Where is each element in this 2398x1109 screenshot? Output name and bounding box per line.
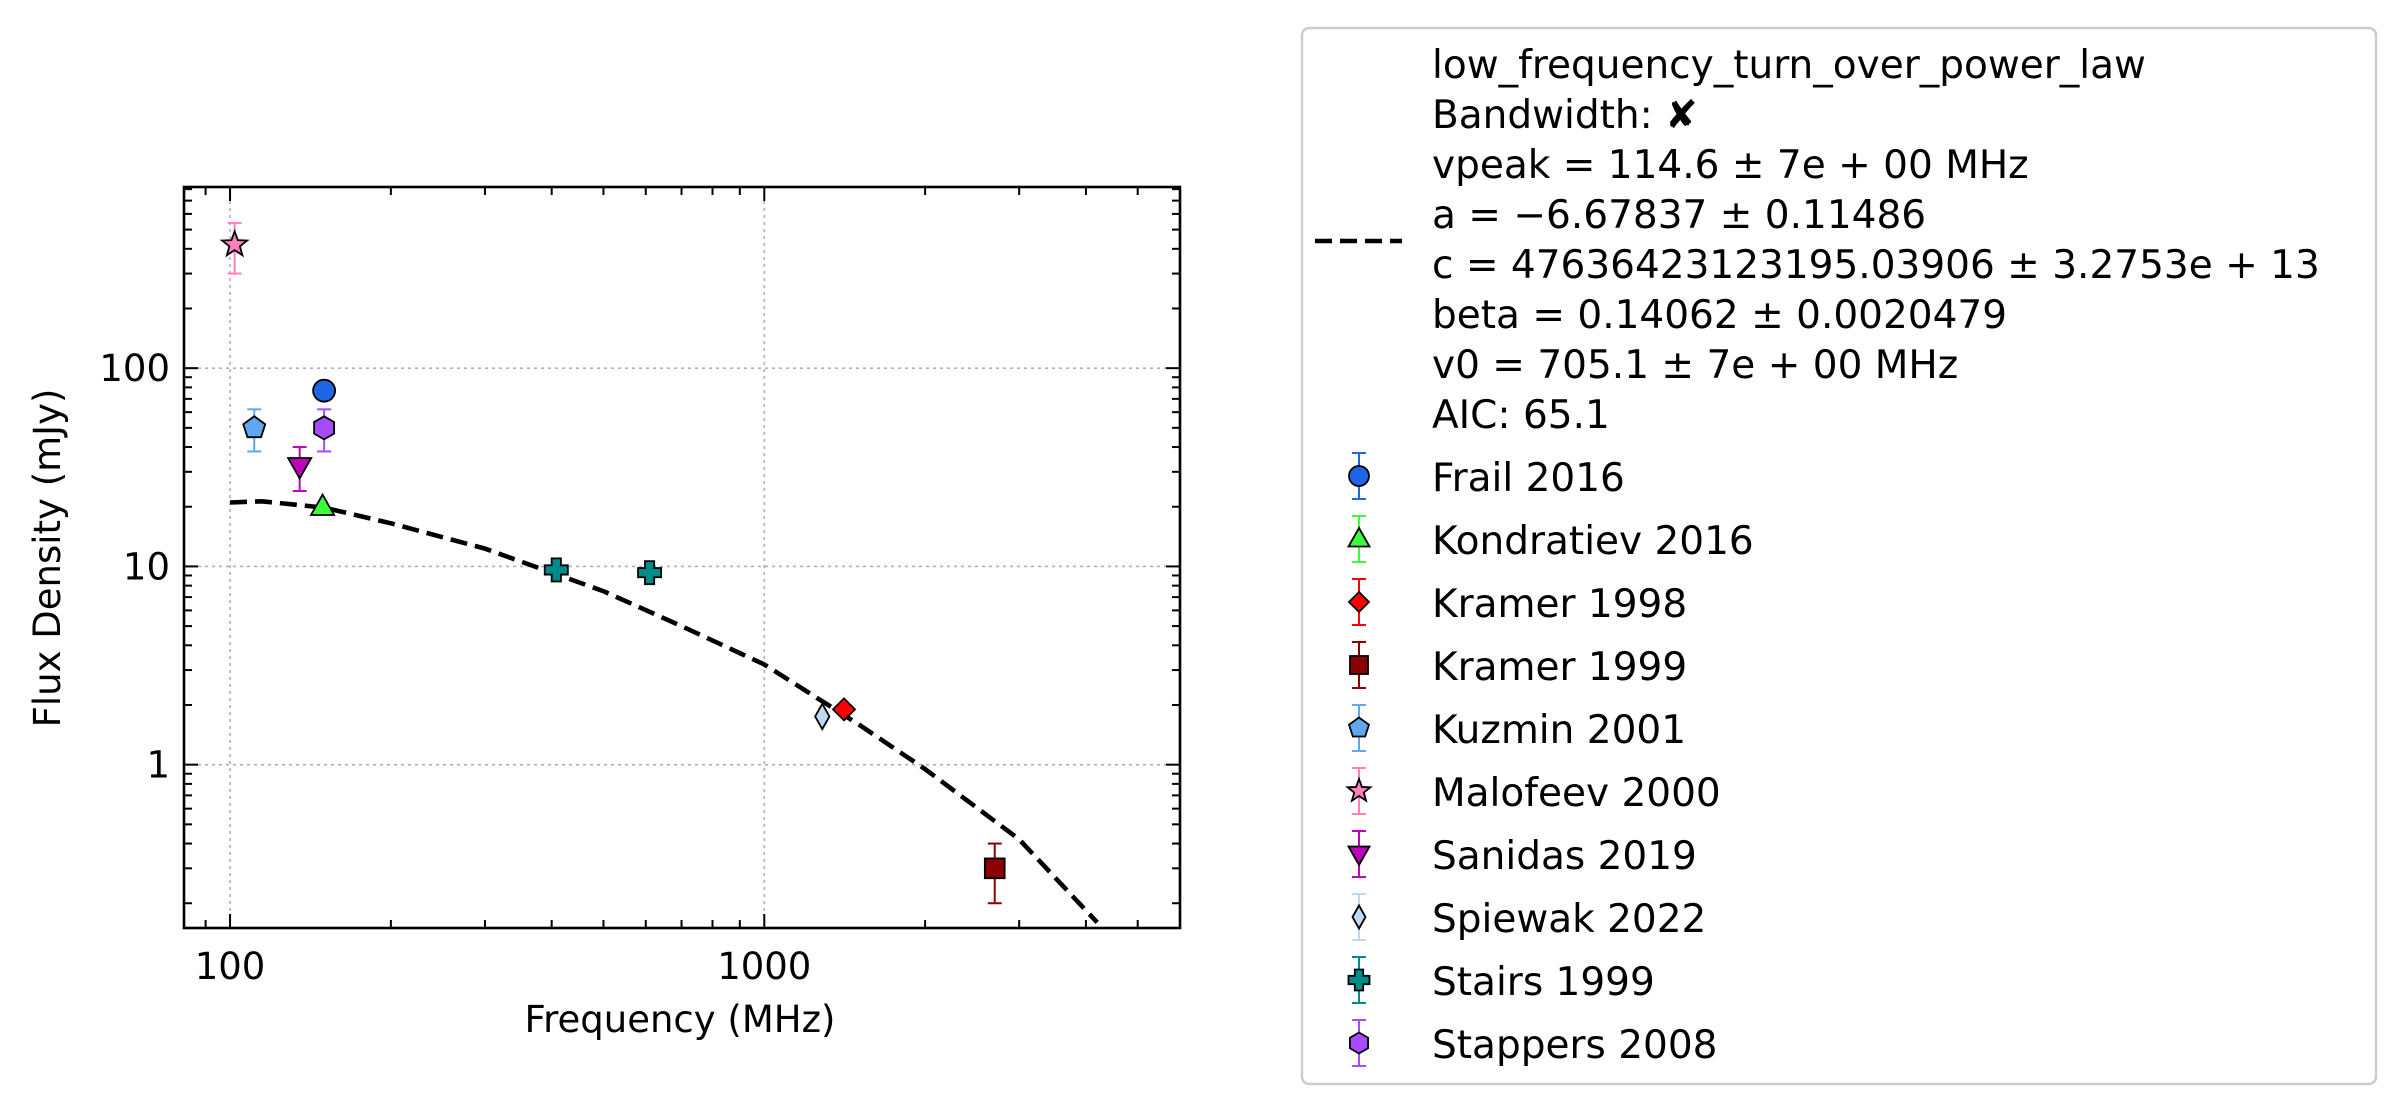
legend-entry-label: Kuzmin 2001: [1432, 708, 1686, 753]
legend-entry-label: Kondratiev 2016: [1432, 519, 1754, 564]
data-point: [313, 415, 336, 441]
legend-fit-line: c = 47636423123195.03906 ± 3.2753e + 13: [1432, 243, 2320, 288]
data-point: [242, 415, 267, 439]
data-point: [983, 857, 1006, 880]
data-point: [219, 228, 250, 258]
legend-entry-label: Kramer 1998: [1432, 582, 1687, 627]
fit-line: [229, 498, 1099, 924]
legend-entry-label: Stappers 2008: [1432, 1023, 1717, 1068]
legend-marker: [1351, 903, 1367, 931]
legend-entry-label: Kramer 1999: [1432, 645, 1687, 690]
data-point: [831, 697, 857, 722]
data-point: [312, 378, 337, 403]
plot-area: [184, 187, 1180, 928]
legend-fit-line: vpeak = 114.6 ± 7e + 00 MHz: [1432, 143, 2029, 188]
legend: low_frequency_turn_over_power_law Bandwid…: [1300, 26, 2378, 1086]
x-axis-label: Frequency (MHz): [525, 998, 836, 1041]
data-point: [543, 557, 569, 583]
axes: 100 1000 1 10 100: [99, 185, 1182, 988]
legend-fit-line: v0 = 705.1 ± 7e + 00 MHz: [1432, 343, 1958, 388]
legend-marker: [1347, 590, 1371, 614]
legend-entry-label: Spiewak 2022: [1432, 897, 1706, 942]
legend-marker: [1346, 526, 1372, 548]
data-point: [814, 702, 831, 731]
y-axis-label: Flux Density (mJy): [26, 389, 69, 728]
legend-box: [1300, 26, 2378, 1086]
legend-fit-line: Bandwidth: ✘: [1432, 93, 1698, 138]
legend-marker: [1349, 1031, 1369, 1055]
legend-fit-model-name: low_frequency_turn_over_power_law: [1432, 43, 2146, 88]
legend-entry-label: Malofeev 2000: [1432, 771, 1721, 816]
y-tick-label: 10: [123, 545, 170, 588]
legend-marker: [1347, 716, 1371, 738]
legend-fit-line: AIC: 65.1: [1432, 393, 1610, 438]
data-point: [309, 492, 336, 516]
legend-entry-label: Frail 2016: [1432, 456, 1625, 501]
plot-frame: [182, 185, 1182, 930]
data-point: [637, 560, 663, 586]
x-tick-label: 1000: [717, 945, 811, 988]
legend-marker: [1348, 465, 1370, 487]
legend-marker: [1345, 776, 1373, 803]
legend-fit-line: a = −6.67837 ± 0.11486: [1432, 193, 1926, 238]
legend-entry-label: Stairs 1999: [1432, 960, 1655, 1005]
legend-entry-label: Sanidas 2019: [1432, 834, 1697, 879]
legend-marker: [1346, 845, 1372, 867]
legend-marker: [1347, 968, 1371, 992]
y-tick-label: 100: [99, 347, 170, 390]
legend-marker: [1349, 655, 1369, 675]
x-tick-label: 100: [195, 945, 266, 988]
data-point: [286, 457, 313, 481]
legend-fit-line: beta = 0.14062 ± 0.0020479: [1432, 293, 2007, 338]
y-tick-label: 1: [146, 744, 170, 787]
